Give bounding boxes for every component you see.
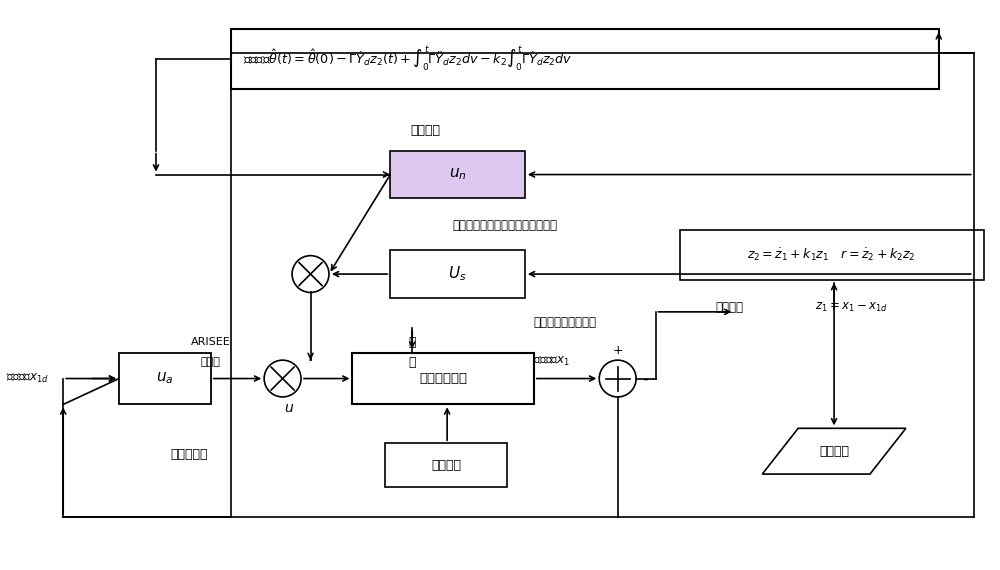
Text: 性能描述: 性能描述: [819, 445, 849, 458]
Text: -: -: [643, 369, 649, 388]
Bar: [680, 230, 984, 280]
Bar: [352, 353, 534, 405]
Text: 参数估计$\hat{\theta}(t)=\hat{\theta}(0)-\Gamma\dot{Y}_dz_2(t)+\int_0^t\Gamma\ddot{Y: 参数估计$\hat{\theta}(t)=\hat{\theta}(0)-\Ga…: [243, 45, 572, 74]
Text: 自适应律: 自适应律: [410, 124, 440, 137]
Text: 期望位置$x_{1d}$: 期望位置$x_{1d}$: [6, 372, 50, 385]
Text: $z_1=x_1-x_{1d}$: $z_1=x_1-x_{1d}$: [815, 302, 887, 315]
Text: 电机伺服系统: 电机伺服系统: [419, 372, 467, 385]
Text: 输出位置$x_1$: 输出位置$x_1$: [533, 355, 570, 368]
Text: 控制器: 控制器: [201, 357, 221, 367]
Text: $U_s$: $U_s$: [448, 264, 467, 283]
Text: $u$: $u$: [284, 401, 294, 416]
Text: $u_n$: $u_n$: [449, 166, 466, 182]
Text: $z_2=\dot{z}_1+k_1z_1\quad r=\dot{z}_2+k_2z_2$: $z_2=\dot{z}_1+k_1z_1\quad r=\dot{z}_2+k…: [747, 247, 916, 263]
Text: +: +: [612, 344, 623, 357]
Bar: [390, 250, 525, 298]
Text: 非线性积分鲁棒反馈: 非线性积分鲁棒反馈: [533, 316, 596, 329]
Text: 扰: 扰: [408, 356, 416, 369]
Text: 基于扩张误差符号积分的鲁棒反馈: 基于扩张误差符号积分的鲁棒反馈: [452, 219, 557, 232]
Bar: [119, 353, 211, 405]
Text: 干: 干: [408, 336, 416, 349]
Polygon shape: [762, 428, 906, 474]
Text: 跟踪误差: 跟踪误差: [715, 302, 743, 315]
Text: 全状态反馈: 全状态反馈: [170, 447, 208, 461]
Text: $u_a$: $u_a$: [156, 370, 174, 386]
Text: 基本假设: 基本假设: [431, 459, 461, 471]
Bar: [231, 29, 939, 89]
Text: ARISEE: ARISEE: [191, 337, 231, 347]
Bar: [385, 443, 507, 487]
Bar: [390, 150, 525, 198]
